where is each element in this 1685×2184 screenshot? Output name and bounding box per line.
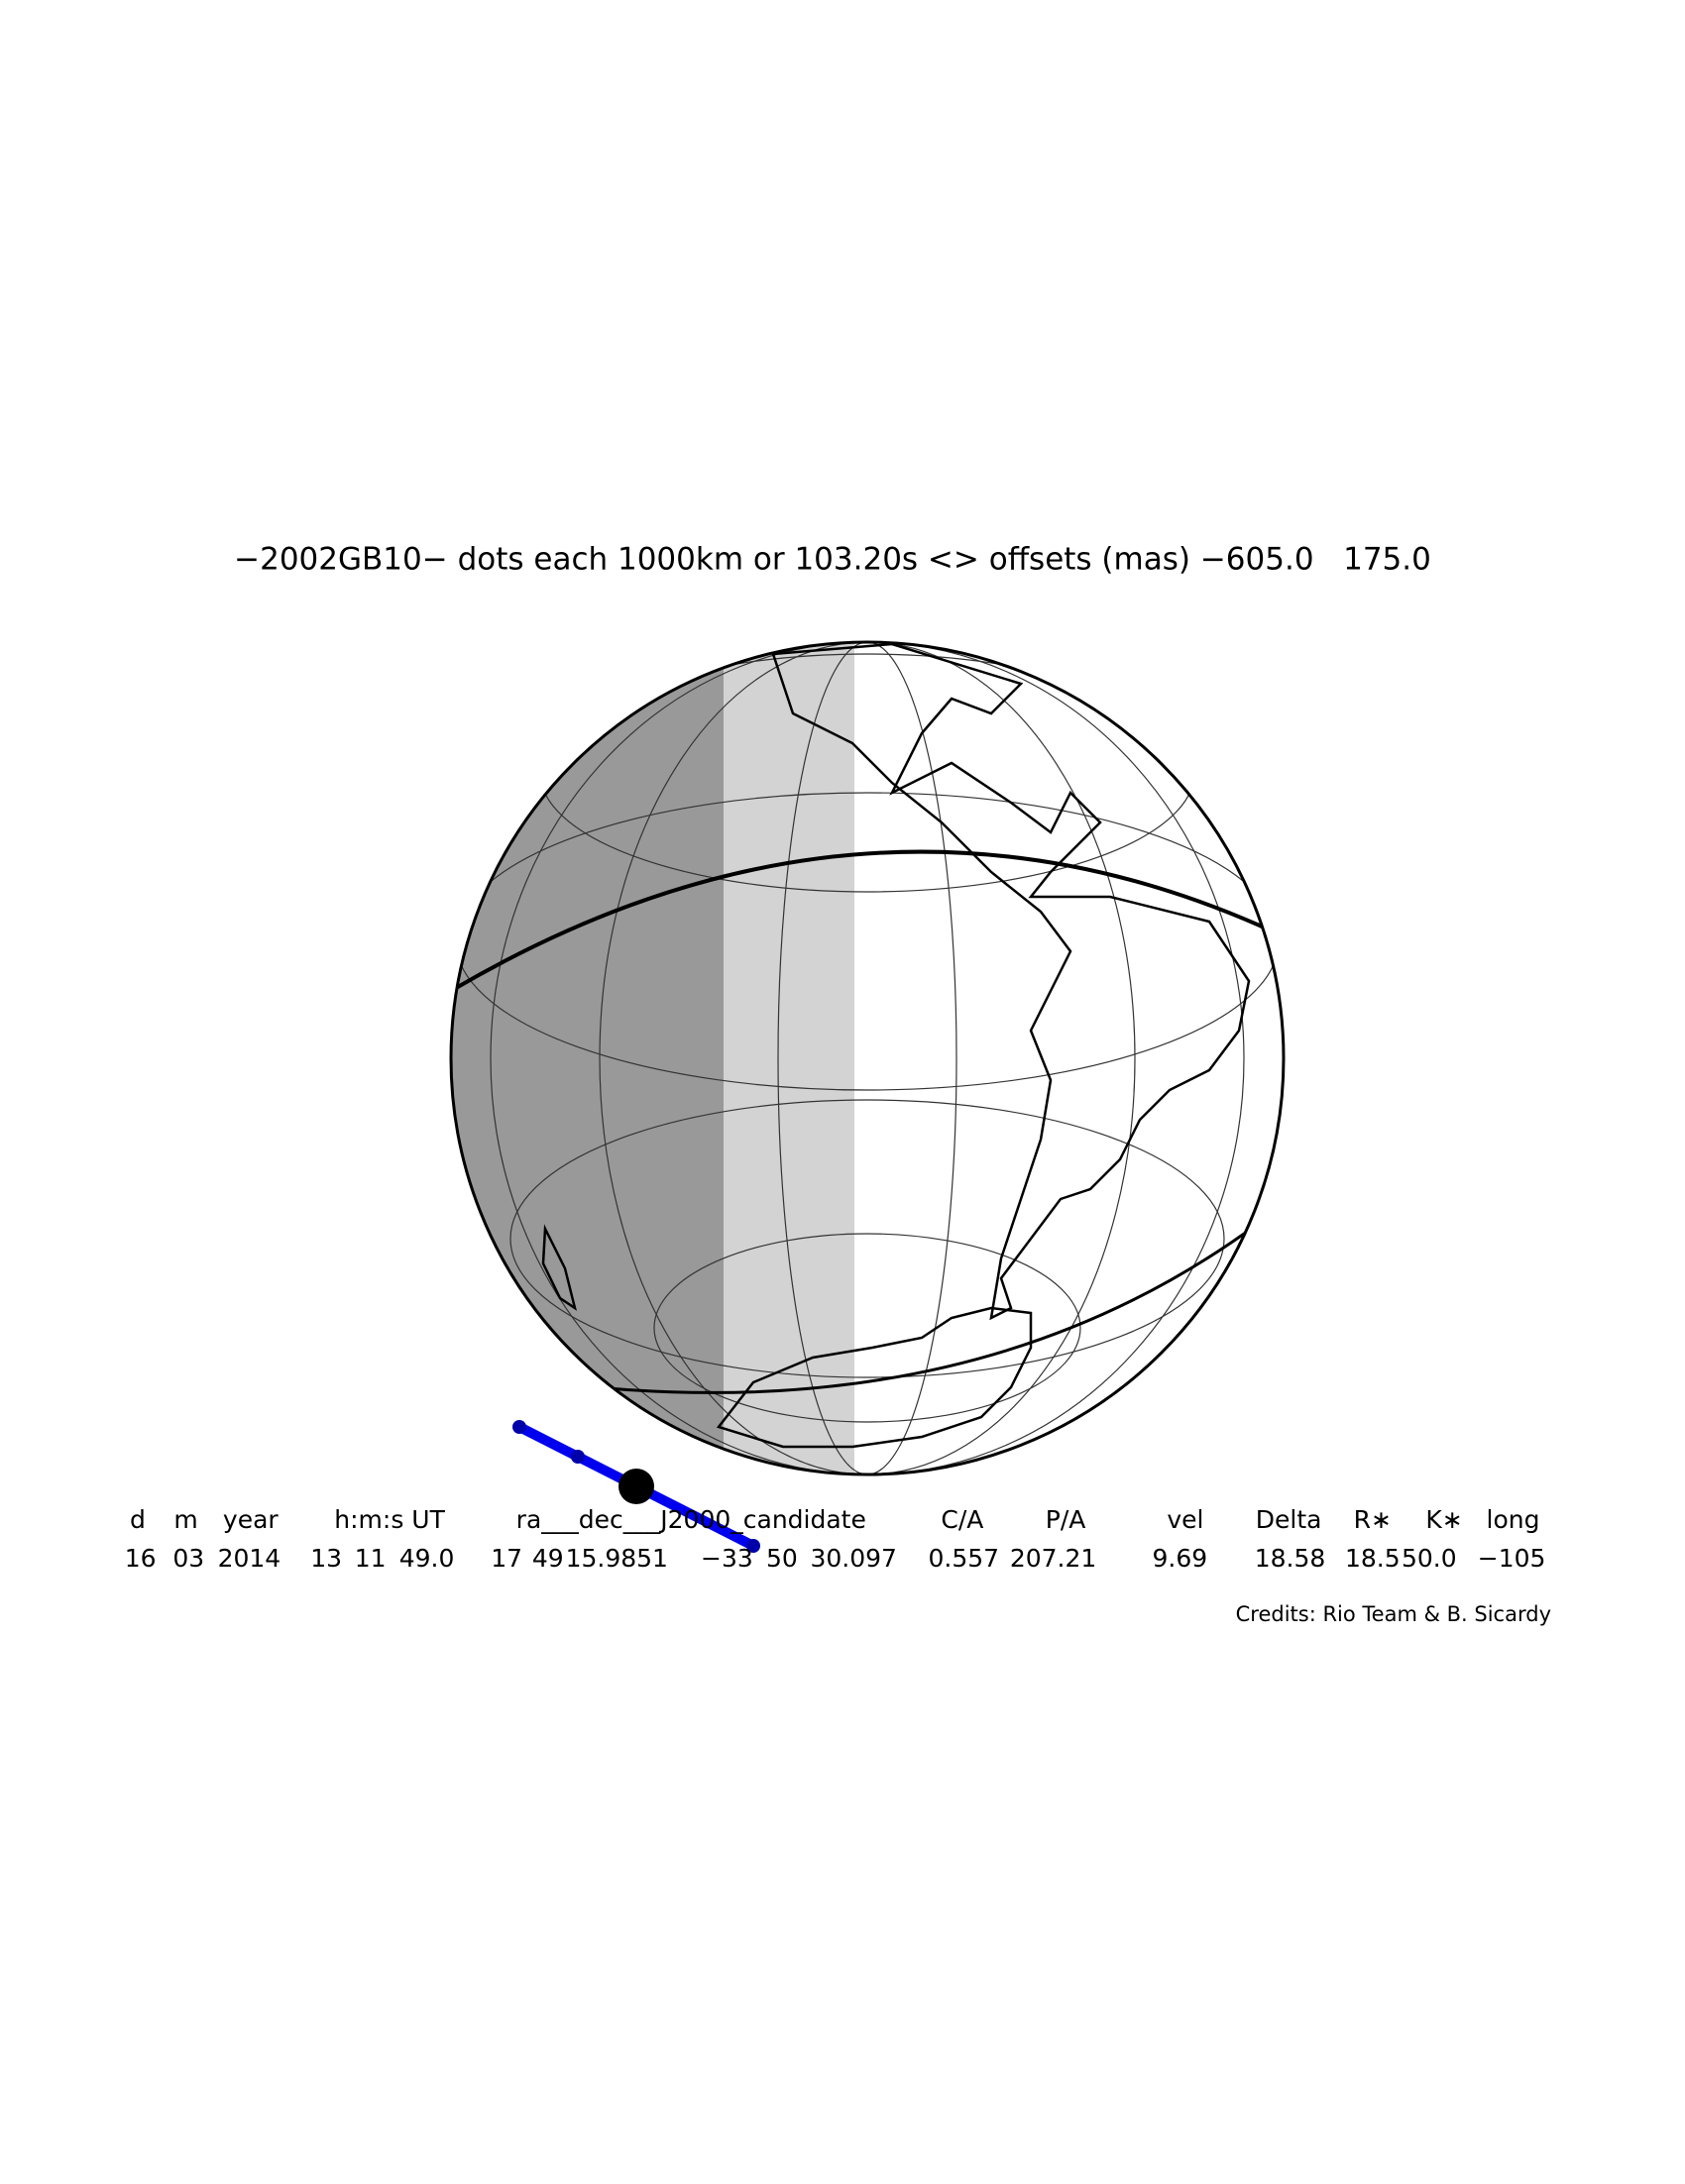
table-header: Delta: [1256, 1505, 1322, 1534]
table-cell: 49: [532, 1544, 564, 1573]
limb-line: [549, 1202, 1284, 1394]
table-cell: 18.58: [1255, 1544, 1326, 1573]
table-header: K∗: [1425, 1505, 1462, 1534]
path-dot: [512, 1420, 526, 1434]
table-header: h:m:s UT: [334, 1505, 445, 1534]
table-cell: 15.9851: [566, 1544, 668, 1573]
table-cell: 9.69: [1153, 1544, 1208, 1573]
table-cell: 11: [355, 1544, 387, 1573]
table-header: vel: [1167, 1505, 1203, 1534]
equator-line: [451, 849, 1284, 993]
globe: [449, 640, 1286, 1476]
path-dot: [746, 1539, 760, 1553]
globe-outline: [449, 640, 1286, 1476]
table-header: R∗: [1354, 1505, 1392, 1534]
twilight-zone: [724, 642, 854, 1474]
event-table: d m year h:m:s UT ra___dec___J2000_candidate…: [125, 1505, 1546, 1573]
credits: Credits: Rio Team & B. Sicardy: [1236, 1602, 1551, 1626]
table-header: C/A: [941, 1505, 983, 1534]
table-header: P/A: [1046, 1505, 1086, 1534]
table-cell: −33: [701, 1544, 753, 1573]
table-cell: 50.0: [1402, 1544, 1457, 1573]
table-cell: 18.5: [1345, 1544, 1401, 1573]
table-cell: 30.097: [810, 1544, 896, 1573]
table-cell: 50: [766, 1544, 798, 1573]
table-cell: 49.0: [399, 1544, 455, 1573]
table-cell: 2014: [218, 1544, 281, 1573]
table-header: d: [130, 1505, 146, 1534]
path-dot: [571, 1450, 585, 1464]
table-header: long: [1487, 1505, 1540, 1534]
closest-approach: [618, 1469, 654, 1504]
coastlines: [541, 642, 1251, 1449]
table-header: year: [223, 1505, 279, 1534]
table-cell: 16: [125, 1544, 157, 1573]
table-cell: −105: [1478, 1544, 1546, 1573]
table-cell: 03: [172, 1544, 204, 1573]
table-cell: 207.21: [1010, 1544, 1096, 1573]
table-cell: 17: [491, 1544, 522, 1573]
table-cell: 13: [310, 1544, 342, 1573]
table-header: ra___dec___J2000_candidate: [516, 1505, 866, 1534]
table-header: m: [173, 1505, 197, 1534]
title: −2002GB10− dots each 1000km or 103.20s <…: [234, 542, 1431, 578]
shadow-path: [512, 1420, 760, 1553]
table-cell: 0.557: [929, 1544, 1000, 1573]
